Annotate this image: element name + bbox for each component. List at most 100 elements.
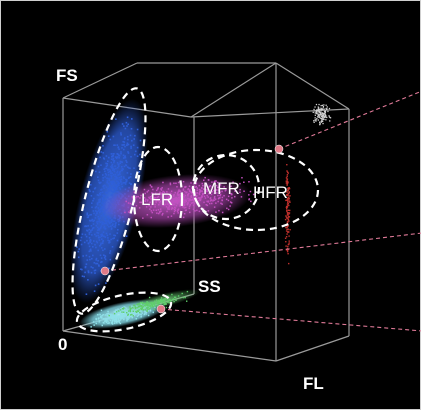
point — [221, 196, 224, 199]
point — [166, 200, 168, 202]
point — [167, 207, 169, 209]
point — [159, 299, 162, 301]
axis-label-ss: SS — [198, 277, 221, 296]
point — [108, 156, 110, 159]
point — [168, 206, 170, 208]
point — [122, 315, 125, 318]
point — [286, 247, 289, 250]
point — [136, 128, 139, 131]
point — [99, 209, 102, 211]
point — [183, 186, 186, 188]
point — [286, 184, 288, 186]
point — [102, 194, 104, 196]
point — [117, 166, 119, 169]
point — [98, 201, 101, 203]
point — [113, 322, 116, 324]
point — [318, 116, 320, 118]
point — [314, 114, 316, 116]
point — [207, 210, 210, 212]
point — [288, 240, 290, 242]
point — [152, 197, 154, 200]
point — [132, 144, 135, 146]
point — [287, 202, 289, 205]
point — [150, 303, 152, 305]
point — [96, 226, 99, 229]
point — [98, 264, 100, 266]
point — [221, 190, 223, 193]
point — [116, 322, 118, 324]
point — [126, 319, 128, 322]
leader-line-top — [278, 90, 421, 150]
point — [177, 208, 180, 210]
point — [325, 104, 327, 106]
region-label-hfr: HFR — [253, 183, 288, 202]
point — [159, 200, 161, 203]
point — [111, 321, 113, 323]
point — [106, 164, 109, 167]
point — [102, 314, 104, 316]
point — [131, 197, 134, 199]
point — [130, 173, 132, 175]
point — [286, 222, 289, 224]
point — [101, 221, 103, 223]
point — [106, 169, 109, 171]
point — [286, 175, 288, 178]
point — [187, 202, 189, 205]
point — [116, 178, 118, 180]
point — [113, 144, 115, 146]
point — [170, 196, 172, 199]
point — [286, 189, 289, 192]
point — [288, 212, 291, 214]
point — [127, 202, 130, 204]
point — [239, 188, 241, 191]
point — [160, 188, 162, 190]
point — [288, 200, 291, 202]
point — [129, 176, 132, 178]
point — [93, 290, 96, 292]
point — [175, 299, 177, 301]
point — [322, 108, 324, 110]
point — [132, 307, 134, 309]
point — [210, 193, 213, 196]
point — [288, 204, 290, 207]
point — [286, 233, 288, 235]
point — [170, 190, 173, 192]
point — [172, 198, 174, 201]
point — [104, 319, 107, 321]
point — [109, 252, 111, 254]
point — [128, 312, 130, 314]
point — [118, 148, 120, 150]
point — [129, 315, 131, 317]
point — [89, 220, 92, 222]
point — [93, 197, 95, 200]
point — [123, 311, 125, 313]
point — [114, 314, 117, 316]
point — [146, 307, 148, 309]
point — [102, 240, 104, 242]
point — [159, 300, 161, 303]
point — [98, 171, 101, 173]
point — [194, 195, 197, 197]
point — [100, 206, 103, 208]
point — [319, 117, 321, 119]
point — [136, 307, 138, 309]
point — [174, 296, 176, 298]
point — [198, 197, 201, 199]
point — [109, 313, 111, 316]
point — [134, 307, 137, 310]
point — [319, 122, 321, 124]
point — [105, 167, 108, 170]
point — [128, 182, 131, 184]
point — [287, 212, 290, 214]
box-edge-left-top — [62, 62, 138, 99]
point — [113, 187, 115, 190]
point — [145, 311, 147, 313]
point — [99, 221, 102, 224]
point — [111, 155, 113, 158]
point — [109, 314, 112, 317]
point — [208, 186, 210, 188]
point — [156, 212, 158, 214]
axis-label-fl: FL — [303, 374, 324, 393]
point — [139, 305, 142, 307]
point — [117, 311, 120, 313]
